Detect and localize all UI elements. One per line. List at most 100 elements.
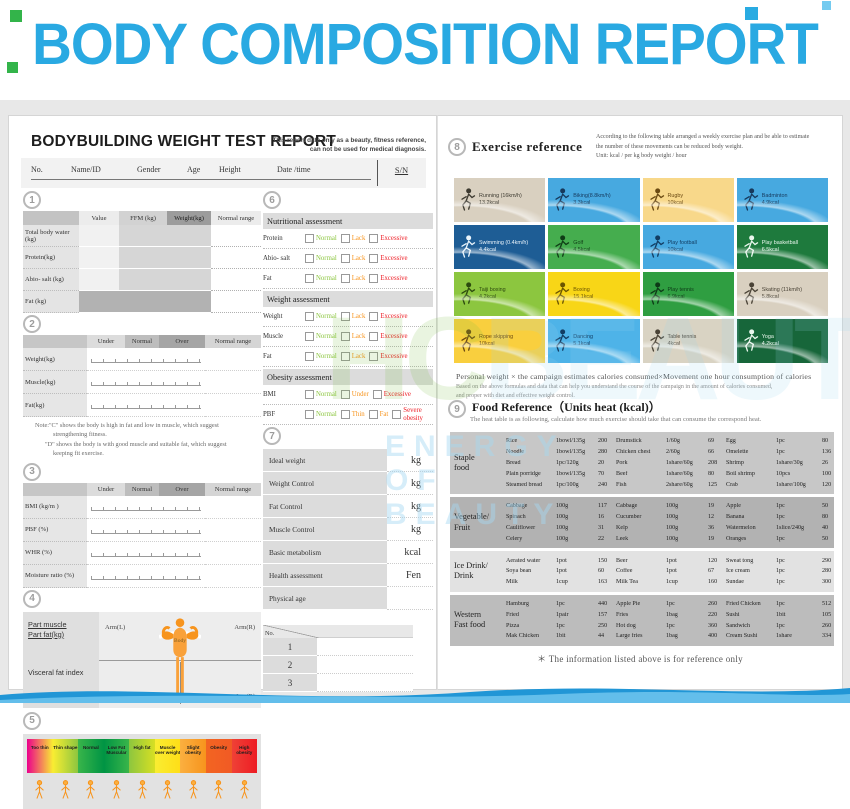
food-cell: 1pc bbox=[776, 449, 785, 456]
weight-cell bbox=[167, 269, 211, 290]
option-label: Lack bbox=[351, 332, 366, 340]
athlete-figure-icon bbox=[555, 329, 570, 352]
checkbox[interactable] bbox=[305, 332, 314, 341]
checkbox[interactable] bbox=[369, 312, 379, 321]
measurement-row: Fat Control kg bbox=[263, 495, 433, 518]
checkbox[interactable] bbox=[369, 274, 379, 283]
checkbox[interactable] bbox=[340, 312, 350, 321]
numbered-row: 1 bbox=[263, 638, 413, 656]
scale-cell bbox=[87, 542, 205, 565]
exercise-reference-title: Exercise reference bbox=[472, 139, 583, 154]
assessment-option: Lack bbox=[340, 352, 365, 361]
food-cell: Cabbage bbox=[506, 503, 528, 510]
option-label: Fat bbox=[379, 410, 389, 418]
checkbox[interactable] bbox=[369, 332, 379, 341]
checkbox[interactable] bbox=[305, 390, 314, 399]
exercise-name: Biking(8.8km/h) bbox=[573, 192, 611, 199]
checkbox[interactable] bbox=[372, 390, 382, 399]
measurement-row: Physical age bbox=[263, 587, 433, 610]
food-cell: 300 bbox=[822, 579, 832, 586]
numbered-row: 2 bbox=[263, 656, 413, 674]
exercise-tile: Rope skipping 10kcal bbox=[454, 319, 546, 363]
food-cell: Cauliflower bbox=[506, 524, 536, 531]
exercise-kcal: 6.9kcal bbox=[667, 294, 685, 300]
food-cell: 280 bbox=[598, 449, 608, 456]
exercise-tile: Yoga 4.2kcal bbox=[736, 319, 828, 363]
patient-info-band: No. Name/ID Gender Age Height Date /time S/N bbox=[21, 158, 426, 188]
checkbox[interactable] bbox=[340, 410, 350, 419]
exercise-name: Yoga bbox=[761, 333, 774, 340]
food-cell: 100 bbox=[822, 470, 832, 477]
report-background: BODYBUILDING WEIGHT TEST REPORT This rep… bbox=[0, 100, 850, 809]
checkbox[interactable] bbox=[305, 312, 314, 321]
checkbox[interactable] bbox=[369, 254, 379, 263]
assessment-row-label: Protein bbox=[263, 235, 283, 242]
food-cell: 136 bbox=[822, 449, 832, 456]
assessment-row: Protein Normal bbox=[263, 229, 433, 249]
exercise-name: Dancing bbox=[573, 333, 594, 340]
section9-number: 9 bbox=[448, 400, 466, 418]
checkbox[interactable] bbox=[305, 254, 314, 263]
food-cell: 44 bbox=[598, 633, 605, 640]
table2-header-under: Under bbox=[87, 335, 125, 348]
checkbox[interactable] bbox=[340, 254, 350, 263]
food-group-rows: Hamburg 1pc 440 Apple Pie 1pc 260 Fried Chicke… bbox=[506, 595, 839, 646]
checkbox[interactable] bbox=[305, 274, 314, 283]
food-cell: Hot dog bbox=[616, 622, 636, 629]
assessment-row: Abio- salt Normal bbox=[263, 249, 433, 269]
exercise-tile-content: Running (16km/h) 13.2kcal bbox=[454, 178, 545, 222]
checkbox[interactable] bbox=[368, 410, 378, 419]
assessment-option: Excessive bbox=[369, 352, 408, 361]
checkbox[interactable] bbox=[369, 234, 379, 243]
exercise-tile: Biking(8.8km/h) 3.3kcal bbox=[548, 178, 640, 222]
exercise-name: Play football bbox=[667, 239, 697, 246]
food-cell: 1/60g bbox=[666, 438, 680, 445]
food-group: Vegetable/ Fruit Cabbage 100g 117 Cabbage 10… bbox=[450, 496, 834, 549]
assessment-row-label: Muscle bbox=[263, 333, 284, 340]
exercise-tile-text: Golf 4.5kcal bbox=[573, 240, 590, 254]
checkbox[interactable] bbox=[305, 352, 314, 361]
exercise-tile: Running (16km/h) 13.2kcal bbox=[454, 178, 546, 222]
checkbox[interactable] bbox=[392, 410, 402, 419]
exercise-name: Swimming (0.4km/h) bbox=[479, 239, 529, 246]
body-center-label: Body bbox=[174, 637, 186, 644]
option-label: Normal bbox=[316, 234, 337, 242]
food-cell: Hamburg bbox=[506, 600, 529, 607]
food-cell: 220 bbox=[708, 611, 718, 618]
checkbox[interactable] bbox=[340, 234, 350, 243]
section6-number: 6 bbox=[263, 191, 281, 209]
body-figure-icon bbox=[104, 778, 130, 802]
food-cell: Cucumber bbox=[616, 514, 642, 521]
food-cell: 125 bbox=[708, 481, 718, 488]
checkbox[interactable] bbox=[340, 390, 350, 399]
reference-footnote: ＊ The information listed above is for re… bbox=[537, 654, 743, 664]
scale-cell bbox=[87, 371, 205, 394]
food-group-rows: Cabbage 100g 117 Cabbage 100g 19 Apple 1pc 50 Sp… bbox=[506, 497, 839, 548]
option-label: Normal bbox=[316, 352, 337, 360]
food-cell: 1share/100g bbox=[776, 481, 806, 488]
assessment-option: Excessive bbox=[369, 274, 408, 283]
food-cell: 1bit bbox=[776, 611, 786, 618]
food-cell: 31 bbox=[598, 524, 605, 531]
info-field-labels: No. Name/ID Gender Age Height Date /time bbox=[31, 165, 369, 174]
food-cell: Fish bbox=[616, 481, 627, 488]
athlete-figure-icon bbox=[555, 188, 570, 211]
no-header-cell: No. bbox=[263, 625, 319, 638]
measurement-unit: kg bbox=[387, 472, 433, 495]
food-cell: 1pc bbox=[776, 514, 785, 521]
checkbox[interactable] bbox=[305, 410, 314, 419]
note-line: strengthening fitness. bbox=[53, 431, 107, 439]
food-cell: 50 bbox=[822, 535, 829, 542]
food-cell: Cabbage bbox=[616, 503, 638, 510]
food-cell: 80 bbox=[708, 470, 715, 477]
food-cell: 100g bbox=[556, 514, 569, 521]
food-group-rows: Aerated water 1pot 150 Beer 1pot 120 Sweat ton… bbox=[506, 551, 839, 591]
checkbox[interactable] bbox=[340, 332, 350, 341]
checkbox[interactable] bbox=[340, 274, 350, 283]
right-report-page: 8 Exercise reference According to the fo… bbox=[437, 115, 843, 690]
checkbox[interactable] bbox=[305, 234, 314, 243]
checkbox[interactable] bbox=[340, 352, 350, 361]
checkbox[interactable] bbox=[369, 352, 379, 361]
muscle-body-icon bbox=[158, 618, 202, 699]
food-cell: Chicken chest bbox=[616, 449, 651, 456]
